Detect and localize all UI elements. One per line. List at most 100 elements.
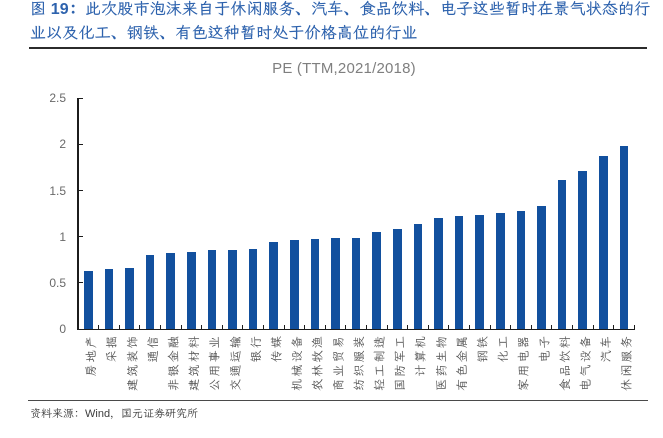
y-axis-tick-label: 2 [59,137,66,152]
bar [413,223,423,329]
x-axis-category-label: 家用电器 [516,333,532,391]
x-axis-category-label: 轻工制造 [372,333,388,391]
x-axis-category-slot: 采掘 [103,334,124,400]
bar [496,212,505,329]
x-axis-category-label: 非银金融 [166,333,182,391]
y-axis-tick [77,236,83,238]
y-axis-tick-label: 1 [59,229,66,244]
y-axis-line [77,98,79,331]
x-axis-tick [139,325,141,329]
x-axis-category-slot: 传媒 [267,334,288,400]
x-axis-tick [592,325,594,329]
x-axis-tick [633,325,635,329]
bar [599,156,608,329]
bar [228,250,237,329]
x-axis-category-label: 化工 [496,333,512,363]
bar [372,232,382,329]
source-divider-rule [28,399,648,401]
y-axis-tick-label: 2.5 [49,91,66,106]
x-axis-category-slot: 家用电器 [515,334,536,400]
x-axis-category-label: 电气设备 [578,333,594,391]
x-axis-category-slot: 银行 [247,334,268,400]
x-axis-category-slot: 食品饮料 [556,334,577,400]
x-axis-tick [304,325,306,329]
x-axis-tick [180,325,182,329]
x-axis-category-label: 机械设备 [290,333,306,391]
x-axis-category-label: 房地产 [84,333,100,377]
x-axis-category-slot: 休闲服务 [618,334,639,400]
x-axis-tick [365,325,367,329]
x-axis-category-slot: 公用事业 [206,334,227,400]
bar [557,180,567,329]
bar [207,250,217,329]
y-axis-tick [77,190,83,192]
x-axis-category-label: 公用事业 [207,333,223,391]
x-axis-category-label: 国防军工 [393,333,409,391]
x-axis-tick [468,325,470,329]
x-axis-category-label: 有色金属 [454,333,470,391]
bar [104,268,114,329]
bar [166,253,175,329]
bar [537,206,546,329]
x-axis-category-slot: 医药生物 [432,334,453,400]
bar [248,248,258,329]
bar [310,239,320,329]
source-note: 资料来源：Wind，国元证券研究所 [30,407,199,420]
x-axis-tick [262,325,264,329]
x-axis-category-label: 电子 [537,333,553,363]
x-axis-category-slot: 房地产 [82,334,103,400]
x-axis-tick [448,325,450,329]
y-axis-tick [77,143,83,146]
x-axis-tick [510,325,512,329]
x-axis-tick [613,325,615,329]
x-axis-category-label: 纺织服装 [351,333,367,391]
x-axis-category-slot: 计算机 [412,334,433,400]
y-axis-tick-label: 0 [59,321,66,336]
bar [84,270,93,329]
x-axis-category-slot: 机械设备 [288,334,309,400]
bar [351,237,361,329]
x-axis-tick [324,325,326,329]
bar [145,255,155,329]
bar [331,238,340,329]
x-axis-category-label: 农林牧渔 [310,333,326,391]
x-axis-category-label: 计算机 [413,333,429,377]
x-axis-category-slot: 轻工制造 [370,334,391,400]
x-axis-category-slot: 建筑材料 [185,334,206,400]
x-axis-tick [551,325,553,329]
x-axis-category-label: 食品饮料 [557,333,573,391]
x-axis-category-label: 建筑材料 [187,333,203,391]
x-axis-category-label: 交通运输 [228,333,244,391]
x-axis-category-slot: 农林牧渔 [309,334,330,400]
figure-caption-line-1: 图 19：此次股市泡沫来自于休闲服务、汽车、食品饮料、电子这些暂时在景气状态的行 [30,0,651,18]
y-axis-tick-label: 1.5 [49,183,66,198]
x-axis-tick [283,325,285,329]
figure-caption: 图 19：此次股市泡沫来自于休闲服务、汽车、食品饮料、电子这些暂时在景气状态的行… [30,0,663,46]
x-axis-tick [98,325,100,329]
x-axis-category-label: 休闲服务 [619,333,635,391]
x-axis-tick [201,325,203,329]
x-axis-tick [221,325,223,329]
bar [187,252,196,329]
figure-caption-line-2: 业以及化工、钢铁、有色这种暂时处于价格高位的行业 [30,24,418,42]
x-axis-tick [427,325,429,329]
bar [269,242,279,329]
y-axis-tick [77,97,83,99]
bar [393,229,402,329]
x-axis-category-label: 采掘 [104,333,120,363]
x-axis-tick [242,325,244,329]
x-axis-category-slot: 非银金融 [164,334,185,400]
x-axis-category-slot: 有色金属 [453,334,474,400]
x-axis-category-label: 传媒 [269,333,285,363]
x-axis-tick [345,325,347,329]
x-axis-category-slot: 化工 [494,334,515,400]
bar [434,218,443,329]
bar [619,146,629,329]
x-axis-category-label: 医药生物 [434,333,450,391]
x-axis-tick [159,325,161,329]
x-axis-tick [407,325,409,329]
x-axis-category-slot: 通信 [144,334,165,400]
bar [578,171,588,329]
x-axis-tick [489,325,491,329]
